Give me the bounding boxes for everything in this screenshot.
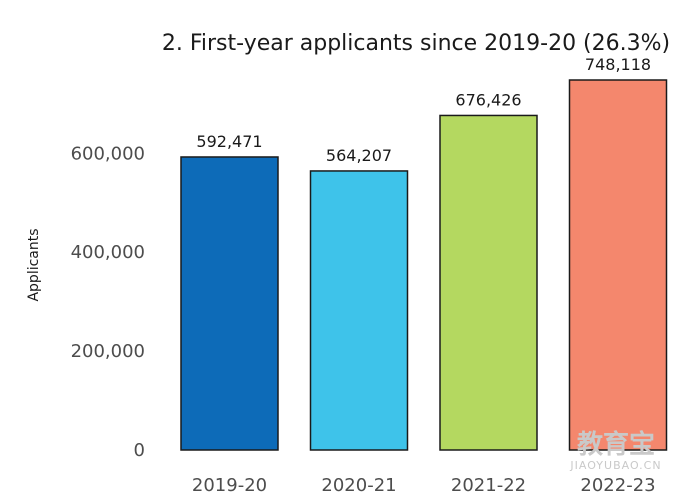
watermark: 教育宝 JIAOYUBAO.CN	[569, 429, 661, 472]
bar-2020-21	[309, 170, 409, 451]
y-tick-label: 0	[134, 440, 145, 461]
bar-2021-22	[439, 114, 538, 451]
x-tick-label: 2021-22	[451, 475, 526, 496]
bars	[180, 79, 668, 451]
y-axis-ticks: 0 200,000 400,000 600,000	[71, 143, 145, 461]
data-label: 748,118	[585, 55, 651, 74]
x-tick-label: 2019-20	[192, 475, 267, 496]
y-tick-label: 400,000	[71, 242, 145, 263]
chart-title: 2. First-year applicants since 2019-20 (…	[162, 31, 670, 56]
bar-2022-23	[568, 79, 668, 451]
x-tick-label: 2022-23	[580, 475, 655, 496]
bar-2019-20	[180, 156, 279, 451]
y-axis-label: Applicants	[26, 228, 42, 301]
y-tick-label: 200,000	[71, 341, 145, 362]
data-labels: 592,471 564,207 676,426 748,118	[196, 55, 651, 165]
x-axis-ticks: 2019-20 2020-21 2021-22 2022-23	[192, 475, 656, 496]
data-label: 592,471	[196, 132, 262, 151]
y-tick-label: 600,000	[71, 143, 145, 164]
data-label: 676,426	[455, 90, 521, 109]
watermark-url: JIAOYUBAO.CN	[569, 459, 661, 472]
x-tick-label: 2020-21	[321, 475, 396, 496]
data-label: 564,207	[326, 146, 392, 165]
watermark-logo: 教育宝	[577, 429, 655, 460]
